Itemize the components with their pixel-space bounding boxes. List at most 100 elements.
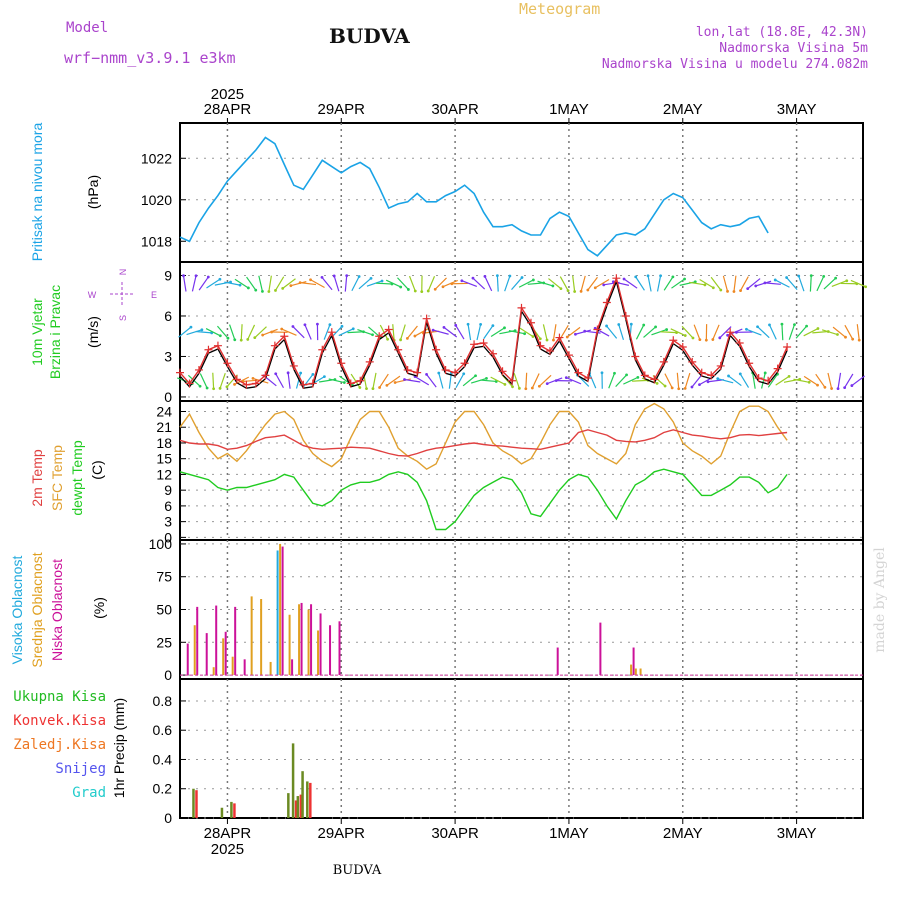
wind-arrow [216, 325, 229, 339]
wind-arrow [262, 328, 278, 336]
wind-arrow [767, 373, 778, 388]
wind-arrow [664, 373, 673, 389]
wind-speed-marker [337, 359, 346, 368]
wind-arrow-head [703, 283, 707, 287]
wind-speed-marker [213, 341, 222, 350]
cloud-bar [319, 613, 322, 676]
y-tick-label: 0.4 [153, 751, 173, 767]
wind-speed-marker [251, 379, 260, 388]
wind-arrow-head [711, 286, 715, 290]
wind-speed-line-black [179, 279, 788, 389]
wind-arrow [243, 379, 260, 383]
wind-arrow [832, 326, 846, 338]
wind-arrow-head [566, 289, 570, 292]
wind-arrow-head [756, 325, 759, 329]
wind-speed-marker [489, 349, 498, 358]
wind-arrow-head [267, 290, 271, 293]
wind-speed-marker [470, 340, 479, 349]
wind-speed-marker [194, 365, 203, 374]
panel-frame-wind [179, 261, 864, 402]
footer-station: BUDVA [333, 863, 382, 878]
wind-arrow-head [491, 324, 495, 328]
wind-speed-marker [289, 361, 298, 370]
wind-speed-marker [413, 368, 422, 377]
wind-arrow [455, 325, 465, 340]
wind-arrow-head [739, 289, 742, 292]
wind-speed-marker [697, 368, 706, 377]
temp-axis-title-2: SFC Temp [49, 445, 65, 511]
wind-arrow-head [371, 387, 375, 391]
wind-arrow [831, 280, 847, 288]
cloud-bar [288, 614, 291, 676]
wind-arrow [679, 281, 696, 286]
wind-arrow [442, 279, 458, 288]
wind-arrow-head [745, 327, 748, 331]
wind-arrow [432, 329, 449, 335]
wind-axis-title-1: 10m Vjetar [29, 298, 45, 366]
wind-arrow [740, 276, 749, 291]
wind-arrow [414, 327, 430, 337]
wind-speed-marker [754, 374, 763, 383]
precip-legend-item: Konvek.Kisa [13, 713, 106, 729]
cloud-bar [300, 602, 303, 676]
wind-arrow-head [864, 285, 868, 289]
cloud-bar [215, 605, 218, 676]
wind-arrow [815, 373, 826, 388]
wind-arrow [462, 375, 476, 387]
wind-arrow [651, 329, 667, 336]
wind-arrow-head [787, 375, 791, 378]
wind-arrow [483, 325, 494, 340]
model-elevation-label: Nadmorska Visina u modelu 274.082m [601, 57, 868, 72]
wind-arrow-head [442, 325, 446, 329]
wind-arrow-head [246, 286, 250, 290]
cloud-bar [599, 622, 602, 676]
wind-arrow-head [654, 325, 658, 329]
y-tick-label: 18 [156, 435, 172, 451]
wind-arrow [414, 376, 430, 386]
wind-arrow [338, 328, 354, 337]
wind-arrow-head [718, 336, 722, 340]
wind-arrow [470, 377, 487, 384]
wind-speed-marker [745, 359, 754, 368]
wind-arrow-head [763, 281, 767, 285]
y-tick-label: 21 [156, 419, 172, 435]
wind-arrow [615, 374, 627, 388]
cloud-bar [276, 550, 279, 676]
precip-bar [192, 788, 195, 818]
wind-arrow-head [574, 332, 577, 336]
y-tick-label: 0.2 [153, 781, 173, 797]
wind-arrow [559, 325, 569, 340]
wind-arrow-head [636, 375, 640, 379]
precip-bar [230, 801, 233, 818]
wind-speed-marker [232, 375, 241, 384]
wind-arrow-head [830, 387, 833, 390]
wind-arrow-head [602, 283, 606, 287]
wind-arrow-head [655, 381, 659, 385]
wind-arrow-head [726, 333, 729, 337]
wind-arrow-head [823, 385, 827, 389]
wind-arrow-head [345, 274, 349, 278]
wind-arrow-head [564, 376, 568, 380]
cloud-axis-title-2: Srednja Oblacnost [29, 552, 45, 667]
wind-arrow [333, 275, 340, 292]
wind-arrow [623, 376, 639, 385]
wind-arrow [328, 378, 345, 384]
y-tick-label: 1018 [141, 233, 172, 249]
pressure-axis-title: Pritisak na nivou mora [29, 123, 45, 262]
wind-speed-marker [479, 338, 488, 347]
wind-arrow-head [851, 337, 855, 341]
wind-arrow [717, 378, 734, 384]
wind-arrow-head [538, 337, 542, 341]
wind-arrow [408, 275, 416, 292]
wind-speed-marker [659, 357, 668, 366]
wind-arrow-head [328, 323, 332, 327]
wind-speed-marker [327, 328, 336, 337]
wind-arrow-head [738, 372, 742, 376]
wind-arrow [635, 276, 645, 291]
wind-arrow-head [479, 322, 483, 326]
precip-bar [220, 807, 224, 818]
wind-arrow-head [239, 338, 243, 342]
model-label: Model [66, 20, 109, 36]
wind-arrow [205, 328, 221, 337]
y-tick-label: 6 [164, 308, 172, 324]
